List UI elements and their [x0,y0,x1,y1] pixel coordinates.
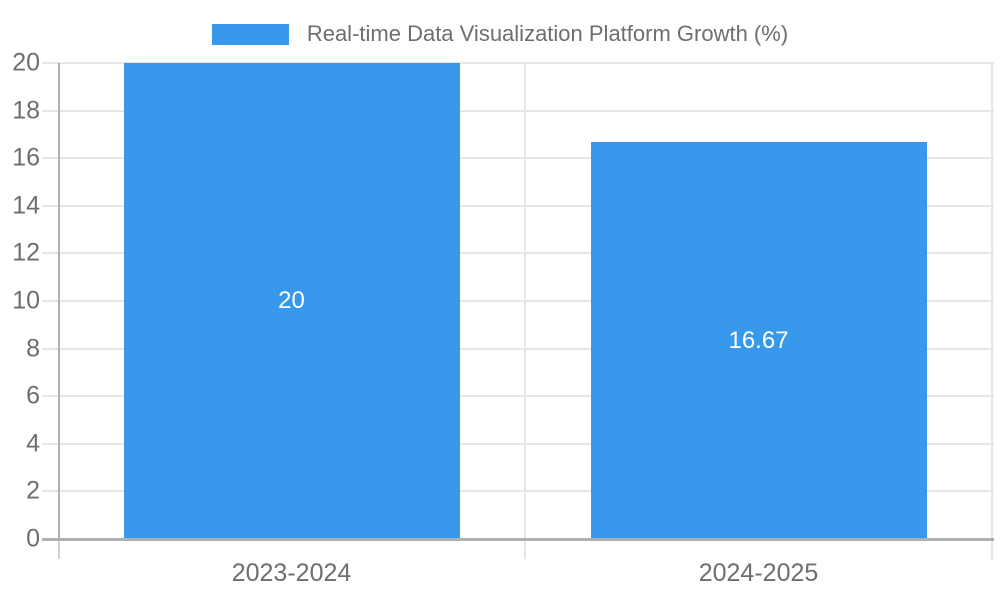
gridline [42,490,994,493]
gridline [42,347,994,350]
bar-value-label: 16.67 [728,326,789,354]
y-tick-label: 16 [12,143,40,172]
x-axis-line [42,538,994,541]
y-tick-label: 4 [26,429,40,458]
y-tick-label: 6 [26,381,40,410]
gridline [42,157,994,160]
y-tick-label: 2 [26,476,40,505]
gridline [42,62,994,64]
category-boundary-gridline [991,63,993,559]
y-tick-label: 20 [12,48,40,77]
gridline [42,204,994,207]
y-axis-tick [58,539,60,559]
y-axis-line [58,63,60,540]
y-tick-label: 8 [26,334,40,363]
gridline [42,300,994,302]
y-tick-label: 10 [12,286,40,315]
category-boundary-gridline [524,63,526,559]
bar-value-label: 20 [278,287,305,314]
x-category-label: 2024-2025 [698,559,819,587]
y-tick-label: 12 [12,238,40,267]
legend-label: Real-time Data Visualization Platform Gr… [306,21,789,46]
x-category-label: 2023-2024 [231,559,352,587]
bar-2024-2025 [590,142,927,539]
y-tick-label: 14 [12,191,40,220]
y-tick-label: 18 [12,96,40,125]
gridline [42,395,994,398]
bar-2023-2024 [123,63,460,539]
gridline [42,252,994,255]
chart-legend: Real-time Data Visualization Platform Gr… [0,21,1000,47]
y-tick-label: 0 [26,524,40,553]
gridline [42,442,994,445]
gridline [42,109,994,112]
legend-swatch [211,23,289,45]
